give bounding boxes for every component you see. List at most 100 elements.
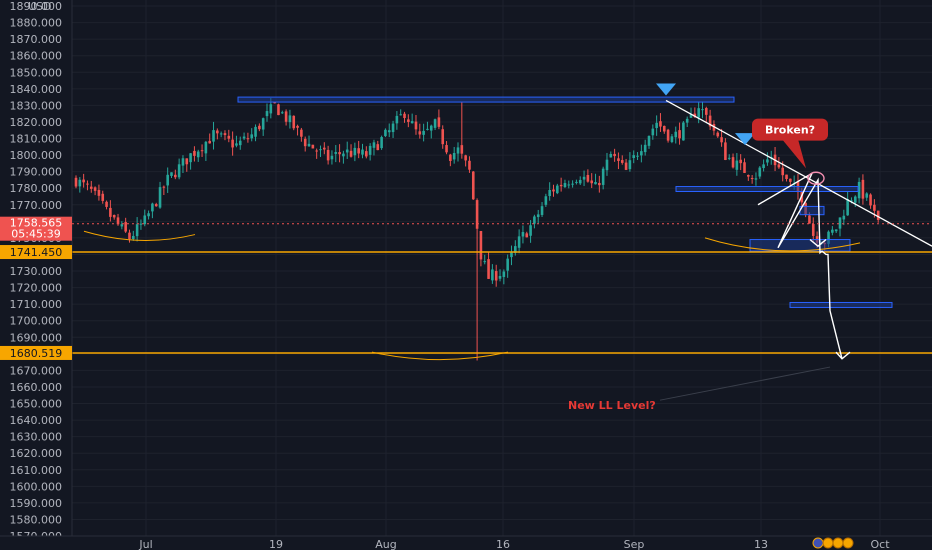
candle-body: [334, 152, 338, 154]
candle-body: [216, 130, 219, 134]
candle-body: [407, 119, 410, 122]
x-axis-panel: [0, 536, 932, 550]
y-tick-label: 1640.000: [10, 414, 63, 427]
broken-note: Broken?: [765, 124, 815, 137]
projection-arrowhead: [835, 351, 851, 360]
coin-icon[interactable]: [842, 537, 854, 549]
candle-body: [280, 112, 284, 114]
y-tick-label: 1730.000: [10, 265, 63, 278]
x-tick-label: 13: [754, 538, 768, 550]
candle-body: [120, 224, 124, 227]
candle-body: [223, 133, 227, 136]
candle-body: [208, 140, 211, 144]
coin-icon[interactable]: [832, 537, 844, 549]
candle-body: [288, 115, 292, 123]
candle-body: [403, 113, 406, 119]
candle-body: [101, 193, 105, 201]
candle-body: [471, 171, 475, 200]
y-tick-label: 1710.000: [10, 298, 63, 311]
candle-body: [235, 143, 238, 146]
candle-body: [701, 109, 704, 111]
candle-body: [846, 199, 849, 216]
candle-body: [365, 151, 368, 157]
candle-body: [464, 155, 467, 161]
candle-body: [869, 194, 872, 206]
last-price-value: 1758.565: [10, 217, 63, 230]
candle-body: [292, 115, 296, 129]
candle-body: [238, 140, 242, 146]
projection-arrowhead: [809, 238, 827, 248]
candle-body: [662, 125, 666, 132]
candle-body: [777, 164, 781, 168]
candle-body: [342, 153, 345, 157]
x-axis[interactable]: Jul 19 Aug 16 Sep 13 Oct: [138, 538, 890, 550]
candle-body: [540, 206, 544, 215]
candle-body: [452, 153, 456, 160]
candle-body: [578, 179, 582, 184]
y-tick-label: 1830.000: [10, 99, 63, 112]
base-arc: [83, 230, 196, 241]
y-tick-label: 1630.000: [10, 431, 63, 444]
callout-box: [752, 118, 828, 141]
candle-body: [414, 121, 418, 130]
support-price-badge: [0, 245, 72, 260]
candle-body: [422, 130, 425, 135]
x-tick-label: Jul: [138, 538, 152, 550]
flag-us-icon[interactable]: [812, 537, 824, 549]
candle-body: [368, 145, 372, 155]
candle-body: [640, 151, 643, 156]
candle-body: [158, 187, 162, 208]
candle-body: [754, 178, 758, 180]
candle-body: [185, 158, 189, 165]
candle-body: [720, 137, 723, 143]
y-tick-label: 1800.000: [10, 149, 63, 162]
candle-body: [724, 142, 727, 160]
currency-label: USD: [28, 0, 52, 13]
candle-body: [620, 160, 624, 163]
candle-body: [494, 271, 498, 281]
candle-body: [624, 162, 628, 170]
candle-body: [387, 130, 391, 133]
currency-flags[interactable]: [812, 537, 854, 549]
candle-body: [510, 251, 513, 258]
candle-body: [349, 150, 353, 157]
candle-body: [598, 182, 601, 186]
candle-body: [380, 137, 383, 149]
down-arrow-icon: [735, 133, 755, 146]
candle-body: [735, 160, 739, 170]
x-tick-label: Oct: [870, 538, 890, 550]
candle-body: [811, 224, 815, 236]
candle-body: [429, 125, 433, 131]
candle-body: [200, 150, 204, 152]
candle-body: [659, 121, 662, 127]
candle-body: [873, 204, 876, 211]
candle-body: [525, 233, 529, 238]
candle-body: [682, 122, 685, 141]
candle-body: [319, 149, 322, 151]
candle-body: [678, 130, 681, 139]
note-leader-line: [659, 366, 831, 401]
candle-body: [544, 196, 548, 205]
candle-body: [261, 118, 265, 130]
candle-body: [372, 142, 376, 148]
coin-icon[interactable]: [822, 537, 834, 549]
candle-body: [132, 235, 135, 239]
candle-body: [582, 176, 586, 180]
candle-body: [128, 232, 131, 240]
y-tick-label: 1880.000: [10, 17, 63, 30]
grid-lines: [72, 0, 932, 537]
y-tick-label: 1670.000: [10, 364, 63, 377]
candle-body: [246, 138, 250, 140]
candle-body: [758, 167, 762, 177]
y-tick-label: 1810.000: [10, 133, 63, 146]
candle-body: [838, 217, 842, 229]
candle-body: [747, 174, 750, 177]
candle-body: [517, 236, 521, 248]
candle-body: [831, 229, 834, 233]
candle-body: [204, 141, 208, 154]
candle-body: [242, 136, 246, 139]
candle-body: [353, 147, 357, 156]
candle-body: [506, 258, 509, 271]
candle-body: [556, 185, 559, 194]
